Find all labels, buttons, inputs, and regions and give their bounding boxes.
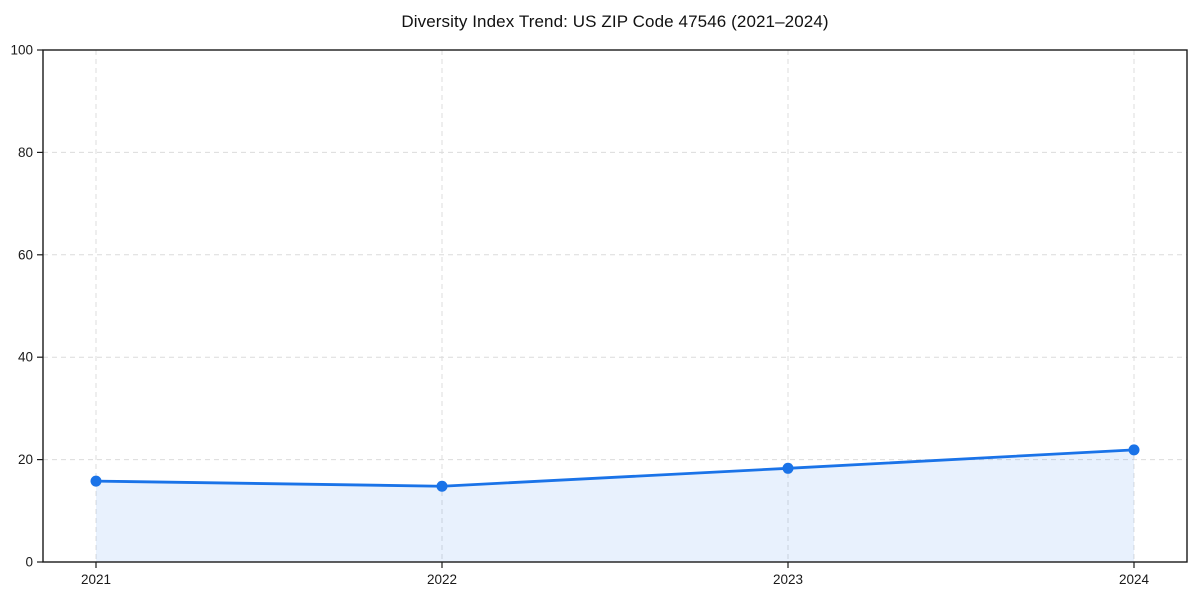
y-tick-label: 60	[18, 247, 33, 262]
y-tick-label: 0	[25, 555, 33, 570]
data-point-2022	[436, 480, 448, 492]
area-fill	[96, 449, 1134, 562]
x-tick-label: 2023	[773, 572, 803, 587]
trend-line	[94, 448, 1136, 488]
y-tick-label: 40	[18, 350, 33, 365]
x-tick-label: 2024	[1119, 572, 1150, 587]
data-point-2024	[1128, 444, 1140, 456]
y-tick-label: 80	[18, 145, 33, 160]
y-tick-label: 20	[18, 452, 33, 467]
axes-spines	[42, 49, 1188, 563]
chart-title: Diversity Index Trend: US ZIP Code 47546…	[401, 12, 829, 31]
data-point-2023	[782, 462, 794, 474]
y-tick-label: 100	[10, 43, 33, 58]
x-tick-label: 2022	[427, 572, 457, 587]
data-point-2021	[90, 475, 102, 487]
x-tick-label: 2021	[81, 572, 111, 587]
